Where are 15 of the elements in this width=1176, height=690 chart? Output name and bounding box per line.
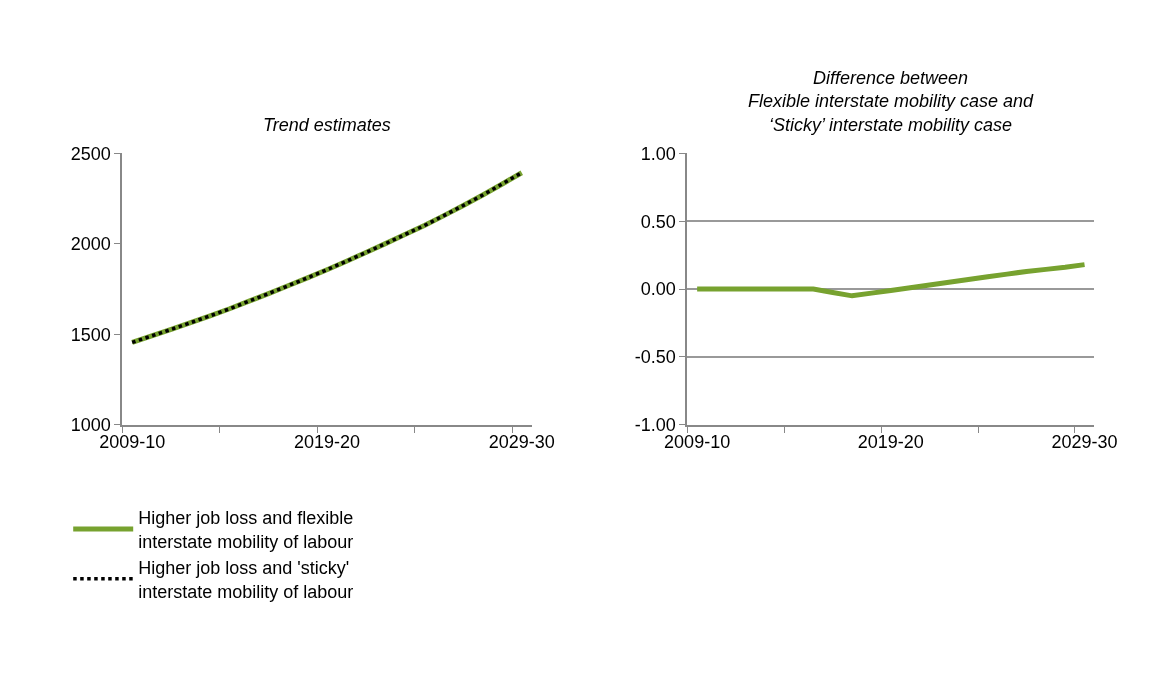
chart-title: Difference between Flexible interstate mobility case and ‘Sticky’ interstate mobility case [748, 68, 1035, 135]
x-tick-label: 2019-20 [857, 432, 924, 453]
y-tick-label: 2000 [70, 234, 111, 255]
y-tick-label: 0.50 [640, 211, 676, 232]
legend-label: Higher job loss and flexible interstate mobility of labour [138, 508, 354, 552]
y-tick-label: 1500 [70, 324, 111, 345]
x-tick-label: 2029-30 [488, 432, 555, 453]
chart-title: Trend estimates [263, 115, 391, 135]
y-tick-label: 0.00 [640, 279, 676, 300]
y-tick-label: -0.50 [634, 347, 676, 368]
legend-label: Higher job loss and 'sticky' interstate mobility of labour [138, 558, 354, 602]
y-tick-label: 1.00 [640, 143, 676, 164]
y-tick-label: 2500 [70, 143, 111, 164]
x-tick-label: 2019-20 [293, 432, 360, 453]
x-tick-label: 2029-30 [1051, 432, 1118, 453]
